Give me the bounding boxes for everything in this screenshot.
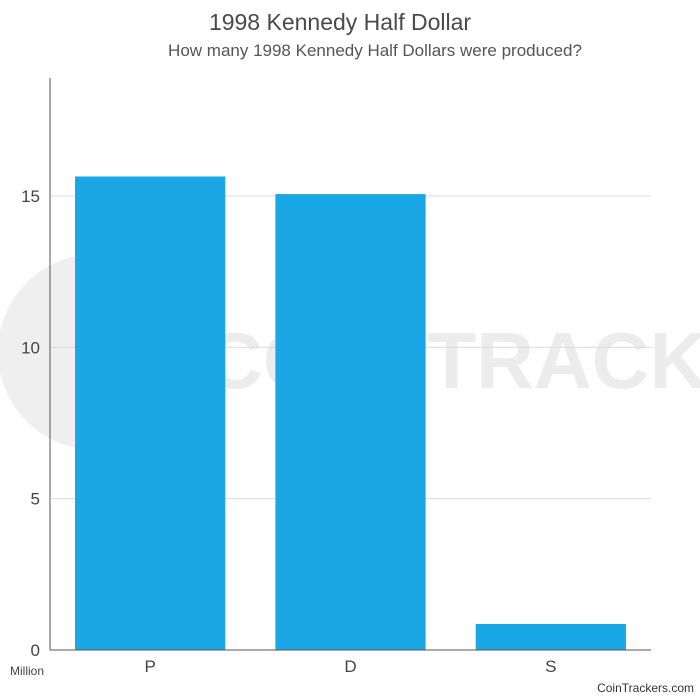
source-credit: CoinTrackers.com: [597, 681, 694, 695]
y-tick-label: 5: [31, 490, 40, 509]
bars: [75, 176, 626, 651]
y-tick-label: 10: [21, 338, 40, 357]
x-tick-label: P: [144, 657, 155, 676]
y-tick-label: 0: [31, 641, 40, 660]
bar-d: [275, 194, 426, 650]
x-tick-label: S: [545, 657, 556, 676]
y-tick-label: 15: [21, 187, 40, 206]
chart-subtitle: How many 1998 Kennedy Half Dollars were …: [168, 41, 582, 60]
chart-title: 1998 Kennedy Half Dollar: [208, 9, 472, 35]
y-tick-labels: 0 5 10 15: [21, 187, 40, 660]
bar-p: [75, 176, 226, 651]
x-tick-label: D: [344, 657, 356, 676]
y-unit-label: Million: [10, 664, 44, 678]
bar-s: [475, 623, 626, 650]
